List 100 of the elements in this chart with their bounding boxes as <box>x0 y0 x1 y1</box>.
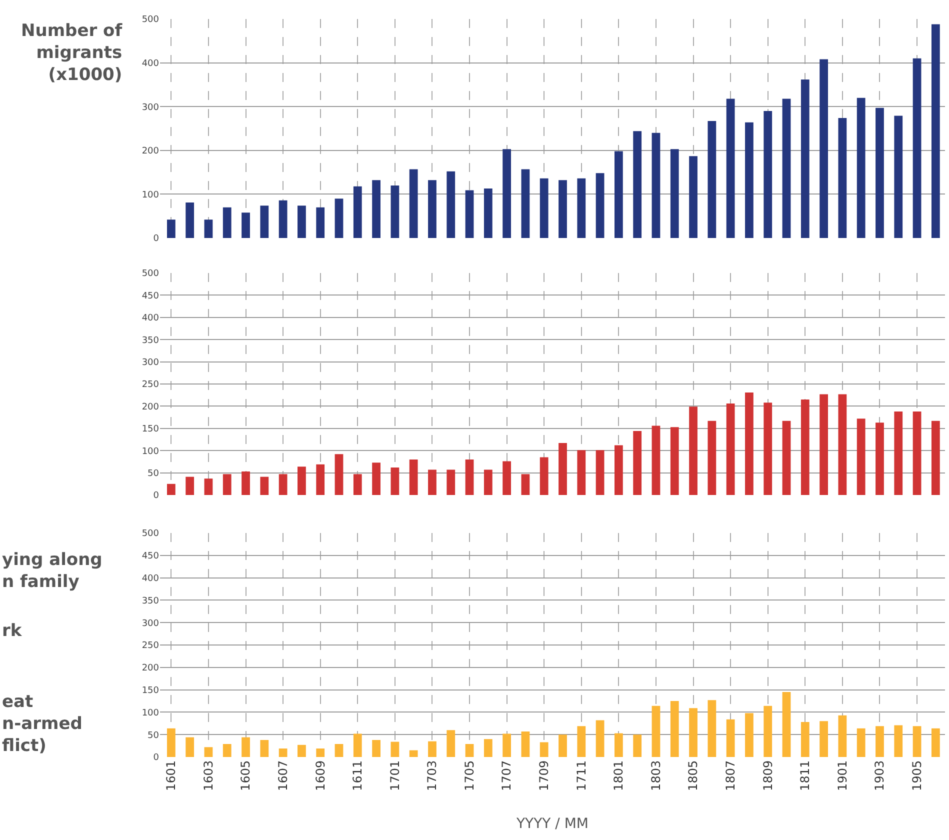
bar <box>558 443 567 495</box>
bar <box>838 394 847 495</box>
bar <box>446 730 456 757</box>
bar <box>708 420 716 495</box>
bar <box>166 220 176 238</box>
bar <box>428 741 436 757</box>
bar <box>204 747 213 757</box>
bar <box>764 706 772 757</box>
bar <box>390 185 400 238</box>
bar <box>596 173 604 238</box>
bar <box>298 744 306 757</box>
x-tick-label: 1605 <box>238 760 253 791</box>
bar <box>912 58 922 238</box>
bar <box>633 734 642 757</box>
bar <box>689 708 698 757</box>
y-tick-label: 150 <box>142 424 160 435</box>
bar <box>166 728 176 757</box>
bar <box>186 476 194 495</box>
bar <box>502 149 512 238</box>
bar <box>912 412 922 495</box>
bar <box>540 178 548 238</box>
bar <box>782 420 791 495</box>
bar <box>652 132 660 238</box>
bar <box>820 59 828 238</box>
bar <box>222 744 232 757</box>
bar <box>782 98 791 238</box>
bar <box>614 151 623 238</box>
bar <box>614 445 623 495</box>
x-tick-label: 1705 <box>462 760 476 791</box>
y-tick-label: 400 <box>142 314 160 324</box>
bar <box>242 212 250 238</box>
bar <box>428 180 436 238</box>
bar <box>484 188 492 238</box>
bar <box>465 190 474 238</box>
bar <box>800 722 810 757</box>
x-tick-label: 1709 <box>537 760 552 791</box>
y-tick-label: 100 <box>142 708 160 718</box>
y-tick-label: 250 <box>142 641 160 652</box>
bar <box>278 748 288 757</box>
y-tick-label: 0 <box>153 234 160 244</box>
bar <box>334 744 344 757</box>
bar <box>409 459 418 495</box>
bar <box>726 98 735 238</box>
x-tick-label: 1903 <box>872 760 887 791</box>
bar <box>353 734 362 757</box>
y-tick-label: 50 <box>148 730 160 741</box>
y-tick-label: 300 <box>142 618 160 629</box>
bar <box>446 171 456 238</box>
bar <box>652 426 660 495</box>
bar <box>745 392 754 495</box>
bar <box>670 149 679 238</box>
bar <box>652 706 660 757</box>
x-tick-label: 1803 <box>648 760 663 791</box>
x-tick-label: 1701 <box>388 760 402 791</box>
bar <box>577 450 586 495</box>
bar <box>876 108 884 238</box>
bar <box>876 422 884 495</box>
bar <box>745 122 754 238</box>
x-tick-label: 1601 <box>164 760 178 791</box>
y-tick-label: 50 <box>148 468 160 479</box>
bar <box>521 169 530 238</box>
y-tick-label: 200 <box>142 664 160 674</box>
bar <box>670 701 679 757</box>
bar <box>540 742 548 757</box>
y-tick-label: 0 <box>153 753 160 764</box>
x-tick-label: 1603 <box>201 760 216 791</box>
x-tick-label: 1811 <box>798 760 812 791</box>
y-tick-label: 500 <box>142 15 160 26</box>
bar <box>278 474 288 495</box>
y-tick-label: 300 <box>142 102 160 113</box>
bar <box>260 476 269 495</box>
bar <box>800 79 810 238</box>
bar <box>726 404 735 495</box>
y-tick-label: 350 <box>142 596 160 606</box>
y-tick-label: 500 <box>142 529 160 540</box>
text: rk <box>2 621 22 641</box>
bar <box>316 464 325 495</box>
bar <box>186 202 194 238</box>
bar <box>820 394 828 495</box>
y-tick-label: 450 <box>142 552 160 562</box>
x-tick-label: 1707 <box>500 760 514 791</box>
bar <box>912 726 922 757</box>
bar <box>465 744 474 757</box>
bar <box>166 484 176 495</box>
bar <box>186 737 194 757</box>
bar <box>820 721 828 757</box>
bar <box>409 169 418 238</box>
bar <box>894 116 903 238</box>
text: ying along n family <box>2 550 102 592</box>
bar <box>856 418 866 495</box>
bar <box>633 431 642 495</box>
bar <box>838 715 847 757</box>
bar <box>931 420 940 495</box>
y-tick-label: 300 <box>142 358 160 368</box>
bar <box>521 474 530 495</box>
y-tick-label: 450 <box>142 291 160 302</box>
bar <box>316 748 325 757</box>
bar <box>708 121 716 238</box>
y-tick-label: 250 <box>142 380 160 390</box>
bar <box>800 400 810 495</box>
